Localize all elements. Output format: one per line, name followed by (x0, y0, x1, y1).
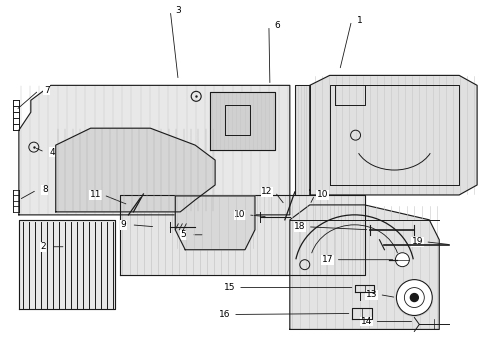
Text: 13: 13 (365, 290, 376, 299)
Text: 18: 18 (293, 222, 305, 231)
Polygon shape (120, 195, 364, 275)
Polygon shape (294, 85, 309, 195)
Text: 8: 8 (42, 185, 47, 194)
Text: 6: 6 (273, 21, 279, 30)
Text: 14: 14 (360, 317, 371, 326)
Text: 12: 12 (261, 188, 272, 197)
Text: 10: 10 (316, 190, 328, 199)
Text: 5: 5 (180, 230, 186, 239)
Polygon shape (289, 205, 438, 329)
Circle shape (409, 293, 417, 302)
Text: 15: 15 (224, 283, 235, 292)
Circle shape (396, 280, 431, 315)
Text: 7: 7 (44, 86, 50, 95)
Text: 11: 11 (90, 190, 101, 199)
Text: 9: 9 (121, 220, 126, 229)
Text: 17: 17 (321, 255, 333, 264)
Circle shape (395, 253, 408, 267)
Polygon shape (19, 85, 289, 215)
Text: 1: 1 (356, 16, 362, 25)
Text: 10: 10 (234, 210, 245, 219)
Polygon shape (210, 92, 274, 150)
Text: 4: 4 (50, 148, 56, 157)
Polygon shape (19, 220, 115, 310)
Polygon shape (56, 128, 215, 212)
Text: 16: 16 (219, 310, 230, 319)
Polygon shape (309, 75, 476, 195)
Text: 2: 2 (40, 242, 45, 251)
Text: 3: 3 (175, 6, 181, 15)
Polygon shape (175, 196, 254, 250)
Text: 19: 19 (411, 237, 422, 246)
